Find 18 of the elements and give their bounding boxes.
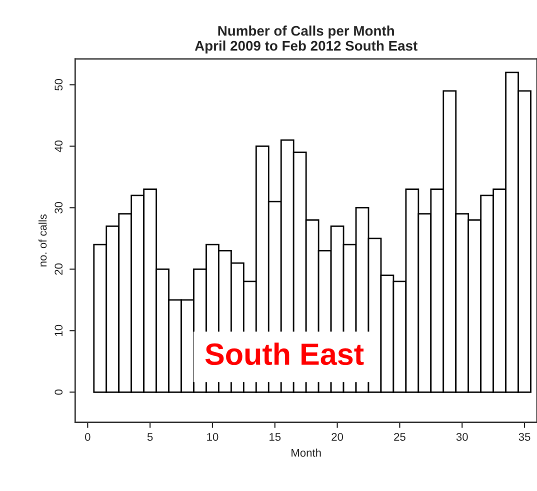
x-tick-label: 0 (85, 432, 90, 441)
x-tick-label: 5 (147, 433, 153, 441)
x-tick-label: 35 (518, 432, 530, 441)
chart-title: Number of Calls per Month April 2009 to Feb 2012 South East (194, 26, 418, 54)
x-tick-label: 20 (332, 432, 344, 441)
x-tick-label: 15 (270, 433, 281, 441)
x-tick-label: 25 (394, 432, 406, 441)
x-tick-label: 30 (456, 432, 468, 441)
y-tick-label: 0 (54, 389, 63, 395)
y-axis-title: no. of calls (38, 214, 47, 266)
y-tick-label: 30 (54, 202, 63, 214)
x-tick-label: 10 (207, 432, 218, 441)
y-tick-label: 40 (54, 140, 63, 152)
y-tick-label: 10 (54, 324, 63, 336)
x-axis-title: Month (292, 448, 321, 457)
y-tick-label: 50 (54, 78, 63, 90)
y-tick-label: 20 (54, 263, 63, 275)
annotation: South East (205, 342, 364, 366)
